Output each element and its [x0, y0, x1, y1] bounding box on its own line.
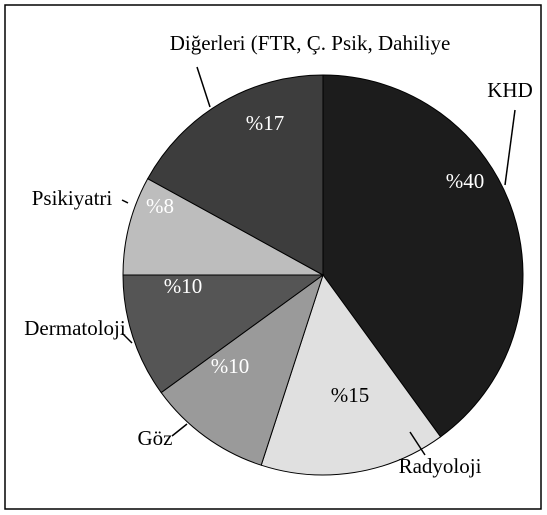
leader-line: [121, 332, 133, 344]
slice-value-label: %10: [211, 354, 250, 378]
leader-line: [171, 423, 188, 437]
slice-value-label: %17: [246, 111, 285, 135]
slice-label: Göz: [138, 426, 173, 450]
leader-line: [504, 109, 516, 186]
slice-value-label: %15: [331, 383, 370, 407]
pie-slice: [260, 273, 442, 476]
slice-value-label: %40: [446, 169, 485, 193]
pie-slice: [122, 177, 324, 276]
slice-label: Psikiyatri: [32, 186, 113, 210]
pie-slice: [160, 273, 324, 466]
leader-line: [409, 431, 426, 456]
slice-label: Radyoloji: [399, 454, 482, 478]
leader-line: [121, 199, 129, 204]
slice-value-label: %10: [164, 274, 203, 298]
leader-line: [196, 66, 211, 108]
slice-label: KHD: [487, 78, 533, 102]
pie-slice: [322, 74, 524, 438]
slice-value-label: %8: [146, 194, 174, 218]
pie-slice: [147, 74, 324, 276]
slice-label: Dermatoloji: [24, 316, 126, 340]
slice-label: Diğerleri (FTR, Ç. Psik, Dahiliye: [170, 31, 451, 55]
pie-slice: [122, 274, 325, 394]
